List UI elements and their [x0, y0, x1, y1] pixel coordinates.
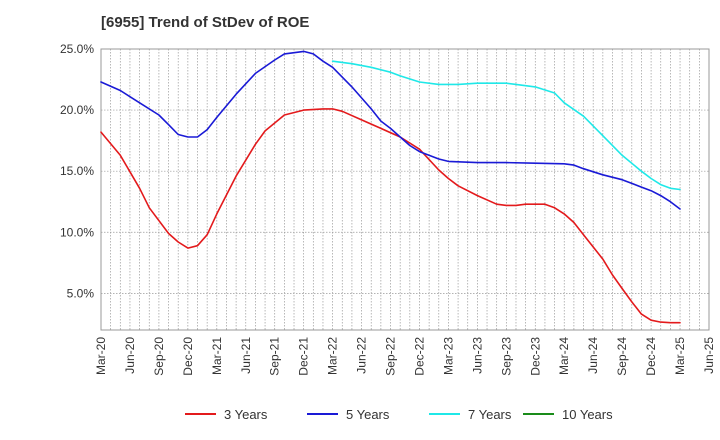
x-tick-label: Mar-21 — [210, 337, 224, 375]
x-tick-label: Jun-22 — [355, 337, 369, 374]
x-tick-label: Jun-23 — [470, 337, 484, 374]
x-tick-label: Sep-24 — [615, 337, 629, 376]
x-tick-label: Mar-25 — [673, 337, 687, 375]
plot-background — [100, 48, 710, 331]
x-tick-label: Jun-20 — [123, 337, 137, 374]
x-tick-label: Mar-22 — [326, 337, 340, 375]
x-tick-label: Sep-20 — [152, 337, 166, 376]
x-tick-label: Sep-22 — [384, 337, 398, 376]
y-tick-label: 20.0% — [60, 103, 94, 117]
series-line-5-years — [100, 50, 681, 210]
x-tick-label: Jun-24 — [586, 337, 600, 374]
y-tick-label: 25.0% — [60, 42, 94, 56]
x-tick-label: Jun-21 — [239, 337, 253, 374]
x-tick-label: Dec-21 — [297, 337, 311, 376]
chart-title: [6955] Trend of StDev of ROE — [101, 14, 310, 31]
x-tick-label: Sep-23 — [499, 337, 513, 376]
x-tick-label: Mar-20 — [94, 337, 108, 375]
x-tick-label: Dec-23 — [528, 337, 542, 376]
grid-lines — [101, 48, 709, 330]
legend: 3 Years 5 Years 7 Years 10 Years — [185, 407, 613, 422]
y-tick-label: 15.0% — [60, 164, 94, 178]
x-tick-label: Mar-24 — [557, 337, 571, 375]
x-tick-label: Dec-22 — [412, 337, 426, 376]
x-axis-ticks: Mar-20 Jun-20 Sep-20 Dec-20 Mar-21 Jun-21 Sep-… — [94, 337, 716, 376]
y-axis-ticks: 5.0% 10.0% 15.0% 20.0% 25.0% — [60, 42, 94, 300]
x-tick-label: Dec-24 — [644, 337, 658, 376]
legend-label: 3 Years — [224, 407, 268, 422]
legend-label: 10 Years — [562, 407, 613, 422]
x-tick-label: Mar-23 — [441, 337, 455, 375]
y-tick-label: 5.0% — [67, 286, 95, 300]
x-tick-label: Jun-25 — [702, 337, 716, 374]
series-lines — [100, 50, 681, 324]
legend-label: 7 Years — [468, 407, 512, 422]
series-line-3-years — [100, 108, 681, 324]
x-tick-label: Dec-20 — [181, 337, 195, 376]
x-tick-label: Sep-21 — [268, 337, 282, 376]
series-line-7-years — [331, 60, 681, 191]
legend-label: 5 Years — [346, 407, 390, 422]
y-tick-label: 10.0% — [60, 225, 94, 239]
